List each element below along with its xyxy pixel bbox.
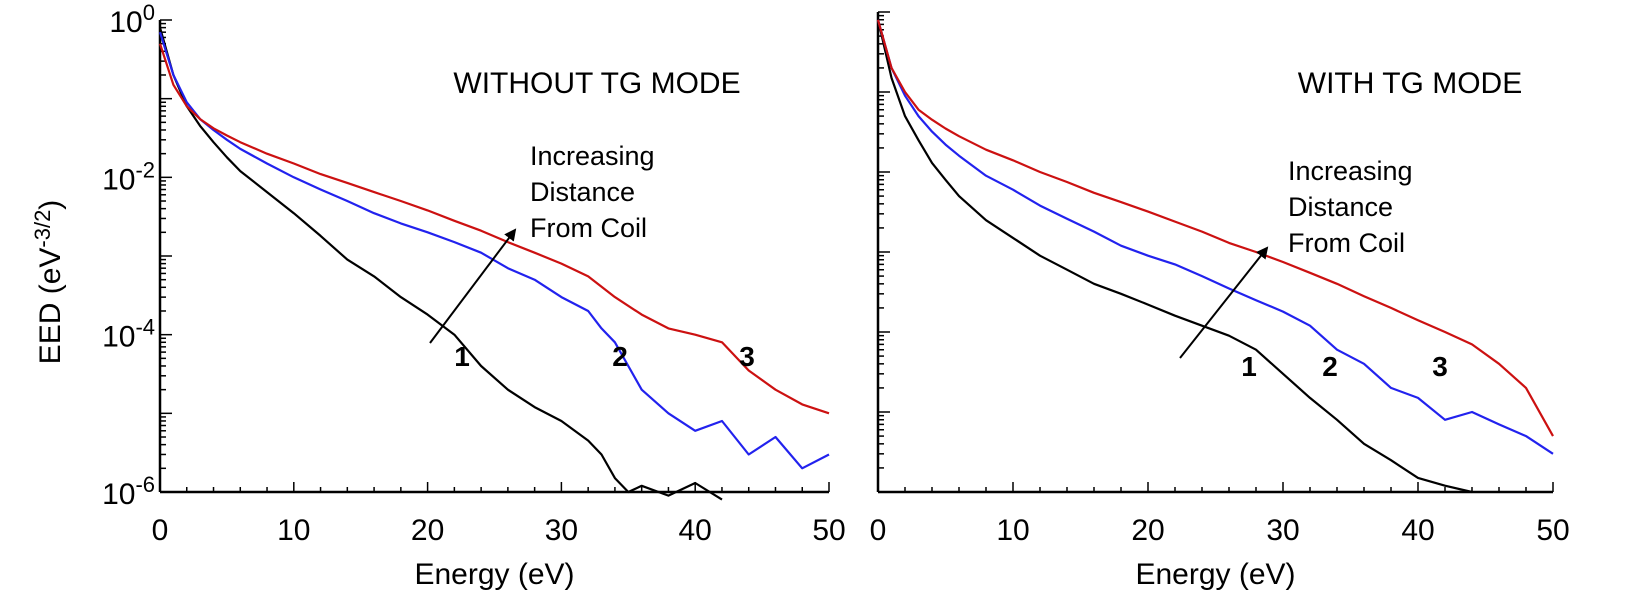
- x-tick-label: 50: [1536, 514, 1569, 547]
- x-axis-label: Energy (eV): [414, 558, 574, 591]
- annotation-text: Increasing: [1288, 156, 1413, 186]
- curve-label-3: 3: [739, 341, 755, 372]
- panel-title: WITH TG MODE: [1298, 67, 1522, 100]
- trend-arrow: [429, 228, 517, 344]
- curve-label-1: 1: [454, 341, 470, 372]
- x-tick-label: 40: [679, 514, 712, 547]
- x-tick-label: 0: [870, 514, 887, 547]
- y-tick-label: 10-2: [102, 157, 155, 196]
- x-tick-label: 50: [812, 514, 845, 547]
- series-line-3: [876, 19, 1554, 437]
- trend-arrow: [1179, 246, 1269, 359]
- series-line-1: [158, 27, 723, 501]
- panel-with-tg: 0 10 20 30 40 50 Energy (eV) 1 2 3 WITH TG MODE Inc…: [870, 11, 1570, 591]
- x-tick-label: 20: [411, 514, 444, 547]
- annotation-text: Distance: [530, 177, 635, 207]
- annotation-text: Distance: [1288, 192, 1393, 222]
- curve-label-2: 2: [1322, 351, 1338, 382]
- x-tick-label: 30: [545, 514, 578, 547]
- curve-label-2: 2: [612, 341, 628, 372]
- y-tick-label: 10-4: [102, 315, 155, 354]
- y-tick-label: 100: [109, 0, 155, 39]
- panel-title: WITHOUT TG MODE: [453, 67, 740, 100]
- series-line-2: [876, 19, 1554, 455]
- series-line-2: [158, 31, 830, 470]
- x-tick-label: 30: [1266, 514, 1299, 547]
- y-axis-label: EED (eV-3/2): [30, 200, 67, 365]
- annotation-text: From Coil: [530, 213, 647, 243]
- x-axis-label: Energy (eV): [1135, 558, 1295, 591]
- curve-label-1: 1: [1241, 351, 1257, 382]
- x-tick-label: 0: [152, 514, 169, 547]
- series-line-1: [876, 19, 1473, 494]
- annotation-text: From Coil: [1288, 228, 1405, 258]
- y-tick-label: 10-6: [102, 472, 155, 511]
- x-tick-label: 10: [996, 514, 1029, 547]
- series-line-3: [158, 43, 830, 415]
- panel-without-tg: 0 10 20 30 40 50 100 10-2 10-4 10-6 Energy (eV) 1 2 3…: [102, 0, 846, 591]
- x-tick-label: 10: [277, 514, 310, 547]
- curve-label-3: 3: [1432, 351, 1448, 382]
- annotation-text: Increasing: [530, 141, 655, 171]
- x-tick-label: 40: [1401, 514, 1434, 547]
- x-tick-label: 20: [1131, 514, 1164, 547]
